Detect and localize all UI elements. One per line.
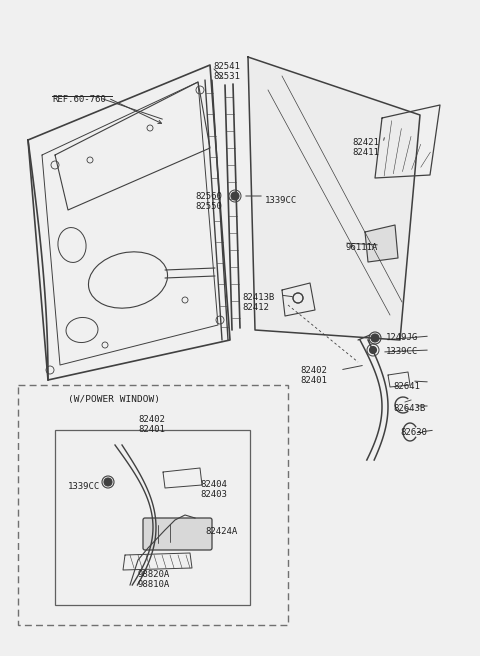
Text: (W/POWER WINDOW): (W/POWER WINDOW) <box>68 395 160 404</box>
Text: 82412: 82412 <box>242 303 269 312</box>
Polygon shape <box>365 225 398 262</box>
Text: 82401: 82401 <box>300 376 327 385</box>
Circle shape <box>104 478 112 486</box>
Text: 82541: 82541 <box>213 62 240 71</box>
Text: 98810A: 98810A <box>138 580 170 589</box>
Text: 82411: 82411 <box>352 148 379 157</box>
Text: 82402: 82402 <box>300 366 327 375</box>
Text: 96111A: 96111A <box>345 243 377 252</box>
Text: 82402: 82402 <box>138 415 165 424</box>
Text: 82560: 82560 <box>195 192 222 201</box>
FancyBboxPatch shape <box>143 518 212 550</box>
Text: 82403: 82403 <box>200 490 227 499</box>
Text: 82630: 82630 <box>400 428 427 437</box>
Circle shape <box>370 346 376 354</box>
Text: 82424A: 82424A <box>205 527 237 536</box>
Polygon shape <box>248 57 420 340</box>
Text: 1339CC: 1339CC <box>265 196 297 205</box>
Circle shape <box>371 334 379 342</box>
Text: 1339CC: 1339CC <box>68 482 100 491</box>
Text: 82404: 82404 <box>200 480 227 489</box>
Circle shape <box>231 192 239 200</box>
Text: 82413B: 82413B <box>242 293 274 302</box>
Text: 98820A: 98820A <box>138 570 170 579</box>
Text: 1249JG: 1249JG <box>386 333 418 342</box>
Text: 82401: 82401 <box>138 425 165 434</box>
Text: 82643B: 82643B <box>393 404 425 413</box>
Text: 82421: 82421 <box>352 138 379 147</box>
Text: 82641: 82641 <box>393 382 420 391</box>
Text: 82550: 82550 <box>195 202 222 211</box>
Text: 1339CC: 1339CC <box>386 347 418 356</box>
Text: 82531: 82531 <box>213 72 240 81</box>
Text: REF.60-760: REF.60-760 <box>52 95 106 104</box>
